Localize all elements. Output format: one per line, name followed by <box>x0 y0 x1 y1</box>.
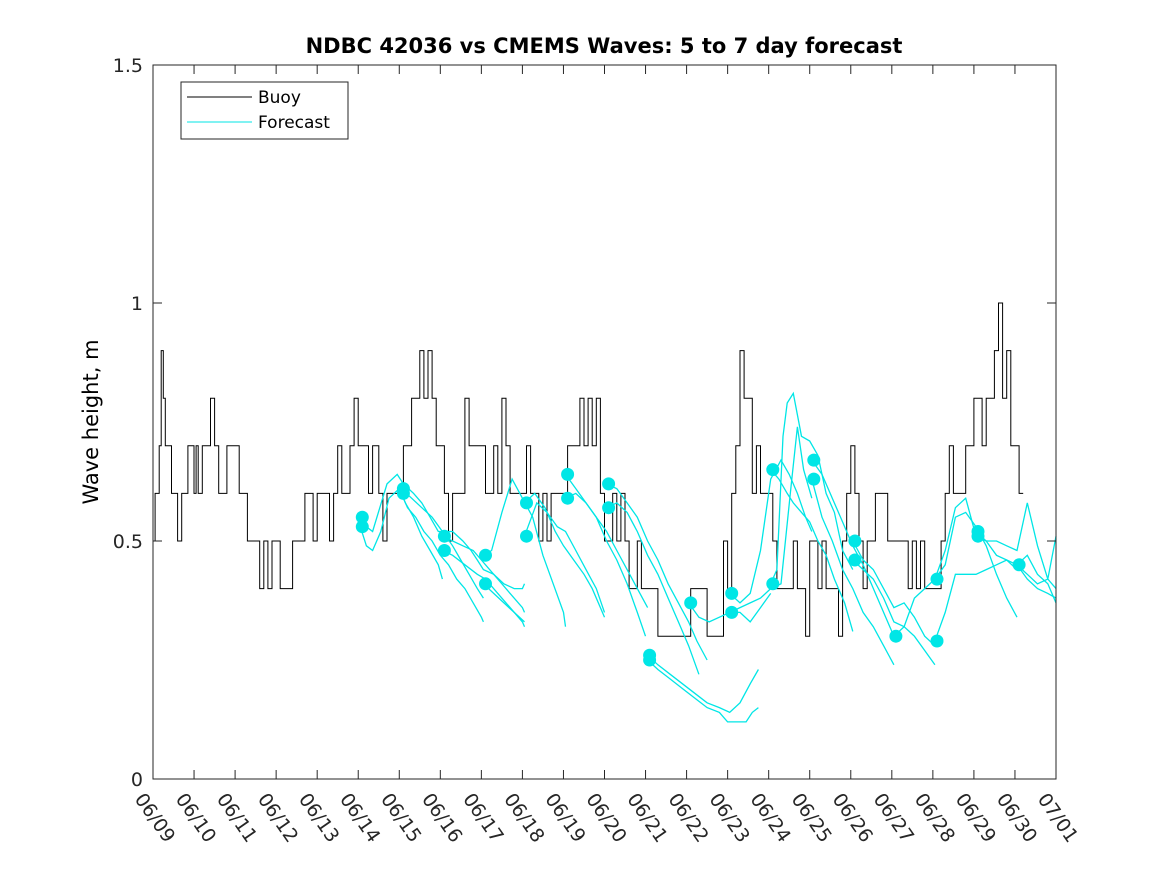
series-forecast-line <box>852 559 936 666</box>
y-tick-label: 0 <box>131 769 143 791</box>
series-forecast-line <box>852 540 936 647</box>
series-forecast-line <box>811 478 895 666</box>
series-forecast-line <box>524 492 606 618</box>
chart-title: NDBC 42036 vs CMEMS Waves: 5 to 7 day fo… <box>306 34 903 58</box>
forecast-point <box>520 529 533 543</box>
series-forecast-line <box>1016 564 1057 599</box>
forecast-point <box>602 477 616 491</box>
y-tick-label: 1 <box>131 293 143 315</box>
y-axis-label: Wave height, m <box>79 339 103 504</box>
series-forecast-line <box>482 583 525 623</box>
series-buoy-line <box>153 302 1024 637</box>
series-forecast-line <box>606 483 708 661</box>
forecast-point <box>971 529 985 543</box>
forecast-point <box>807 472 821 486</box>
forecast-point <box>930 572 944 586</box>
series-forecast-line <box>400 493 484 623</box>
y-tick-label: 0.5 <box>113 531 143 553</box>
legend: Buoy Forecast <box>180 81 349 140</box>
forecast-point <box>437 529 451 543</box>
series-forecast-line <box>565 492 647 637</box>
forecast-point <box>848 553 862 567</box>
forecast-point <box>684 596 698 610</box>
legend-label-forecast: Forecast <box>258 113 330 133</box>
series-forecast-line <box>770 391 854 585</box>
series-forecast-line <box>442 535 526 613</box>
forecast-point <box>766 463 780 477</box>
forecast-point <box>520 496 533 510</box>
forecast-point <box>930 634 944 648</box>
forecast-point <box>479 577 492 591</box>
forecast-point <box>561 467 575 481</box>
series-forecast-line <box>934 559 1018 642</box>
legend-label-buoy: Buoy <box>258 88 301 108</box>
series-forecast-line <box>647 654 759 714</box>
series-forecast-line <box>564 474 649 608</box>
forecast-point <box>848 534 862 548</box>
series-forecast-line <box>1016 536 1057 585</box>
y-tick-label: 1.5 <box>113 55 143 77</box>
forecast-point <box>807 453 821 467</box>
forecast-point <box>643 653 657 667</box>
forecast-point <box>355 510 369 524</box>
forecast-point <box>561 491 575 505</box>
forecast-point <box>889 629 903 643</box>
forecast-point <box>437 544 451 557</box>
legend-box <box>180 81 349 140</box>
series-forecast-line <box>770 469 854 632</box>
forecast-point <box>396 486 410 500</box>
series-layer <box>153 302 1057 723</box>
forecast-point <box>725 605 739 619</box>
forecast-point <box>602 501 616 515</box>
forecast-point <box>355 520 369 534</box>
series-forecast-line <box>359 473 526 590</box>
series-forecast-line <box>606 502 700 675</box>
series-forecast-line <box>975 502 1057 590</box>
series-forecast-line <box>647 659 759 723</box>
plot-area <box>153 65 1056 779</box>
forecast-point <box>479 548 492 562</box>
forecast-point <box>766 577 780 591</box>
forecast-point <box>725 586 739 600</box>
series-forecast-line <box>523 501 606 613</box>
forecast-point <box>1012 558 1026 572</box>
